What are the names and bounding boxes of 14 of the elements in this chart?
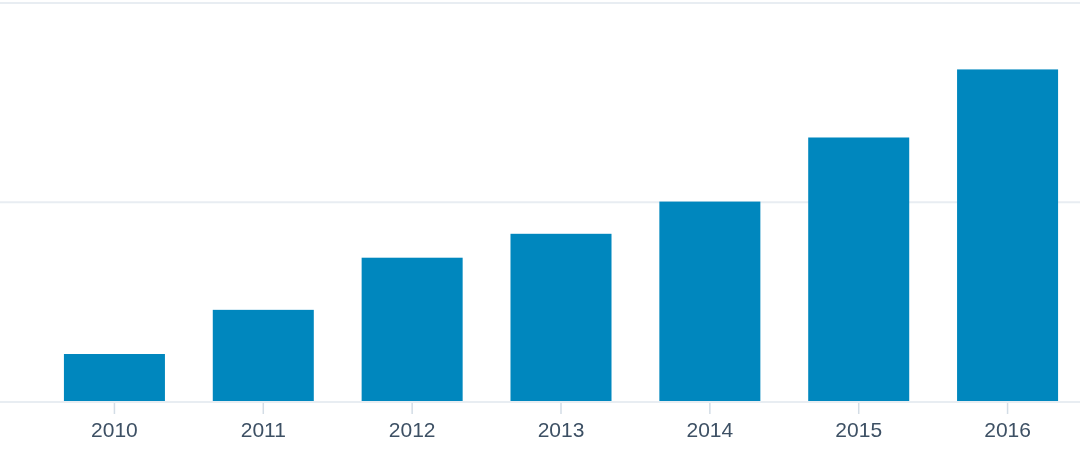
x-tick-label: 2010 <box>91 417 138 441</box>
bar <box>659 201 761 402</box>
x-tick-label: 2012 <box>388 417 436 441</box>
x-tick-label: 2014 <box>686 417 734 441</box>
bar <box>63 354 165 402</box>
bar <box>808 137 910 402</box>
bar <box>510 233 612 402</box>
bar <box>212 309 314 402</box>
x-tick-label: 2011 <box>240 417 286 441</box>
x-tick-label: 2016 <box>984 417 1031 441</box>
x-tick-label: 2013 <box>537 417 585 441</box>
bar <box>957 69 1059 402</box>
bar <box>361 257 463 402</box>
x-tick-label: 2015 <box>835 417 883 441</box>
